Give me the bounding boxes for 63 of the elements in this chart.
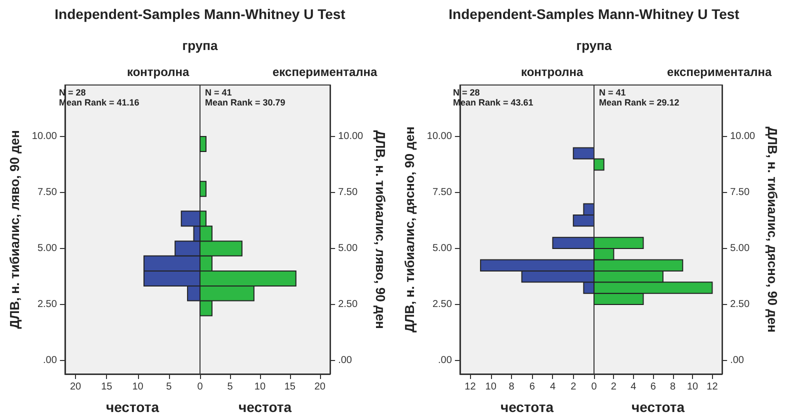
text: експериментална [272,65,378,79]
annotation: N = 28 [453,88,480,98]
chart-subtitle: група [575,38,613,53]
x-tick-label: 12 [706,382,718,392]
y-axis-title: ДЛВ, н. тибиалис, дясно, 90 ден [402,126,417,332]
y-tick-label: 5.00 [338,243,358,254]
text: контролна [126,65,190,79]
y-tick-label: 10.00 [338,131,364,142]
annotation: N = 41 [599,88,626,98]
y-tick-label: 5.00 [37,243,58,254]
x-tick-label: 10 [485,382,497,392]
x-tick-label: 6 [529,382,536,392]
chart-title: Independent-Samples Mann-Whitney U Test [448,6,740,22]
x-axis-title: честота [106,399,160,415]
text: експериментална [667,65,772,79]
x-tick-label: 4 [550,382,556,392]
y-tick-label: 7.50 [338,187,358,198]
x-tick-label: 20 [70,382,82,392]
x-tick-label: 10 [686,382,699,392]
x-axis-title: честота [500,399,554,415]
x-tick-label: 8 [508,382,515,392]
annotation: Mean Rank = 30.79 [205,98,286,108]
y-axis-title: ДЛВ, н. тибиалис, ляво, 90 ден [7,130,22,329]
x-tick-label: 6 [650,382,656,392]
y-tick-label: 2.50 [432,299,452,310]
chart-title: Independent-Samples Mann-Whitney U Test [54,6,346,22]
x-tick-label: 4 [630,382,637,392]
annotation: Mean Rank = 29.12 [599,98,680,108]
y-tick-label: .00 [43,355,58,366]
y-tick-label: .00 [438,355,452,366]
y-axis-title: ДЛВ, н. тибиалис, дясно, 90 ден [765,126,780,332]
y-tick-label: 7.50 [432,187,452,198]
annotation: N = 41 [205,88,232,98]
x-tick-label: 5 [227,382,234,392]
y-tick-label: 10.00 [32,131,58,142]
y-tick-label: 5.00 [432,243,452,254]
x-tick-label: 20 [314,382,326,392]
y-tick-label: 7.50 [730,187,750,198]
x-tick-label: 5 [166,382,172,392]
y-tick-label: 2.50 [730,299,750,310]
x-tick-label: 15 [284,382,296,392]
x-tick-label: 10 [254,382,266,392]
x-tick-label: 0 [197,382,204,392]
x-tick-label: 2 [570,382,577,392]
chart-subtitle: група [181,38,219,53]
y-tick-label: 7.50 [37,187,58,198]
x-tick-label: 12 [464,382,476,392]
y-axis-title: ДЛВ, н. тибиалис, ляво, 90 ден [373,130,388,329]
y-tick-label: 2.50 [37,299,58,310]
y-tick-label: 10.00 [730,131,756,142]
x-tick-label: 15 [101,382,113,392]
text: контролна [520,65,584,79]
x-tick-label: 2 [610,382,617,392]
x-tick-label: 8 [670,382,676,392]
y-tick-label: 2.50 [338,299,358,310]
x-axis-title: честота [238,399,292,415]
y-tick-label: 5.00 [730,243,750,254]
x-tick-label: 10 [132,382,144,392]
y-tick-label: .00 [338,355,352,366]
x-axis-title: честота [632,399,685,415]
y-tick-label: 10.00 [426,131,452,142]
x-tick-label: 0 [591,382,598,392]
y-tick-label: .00 [730,355,744,366]
